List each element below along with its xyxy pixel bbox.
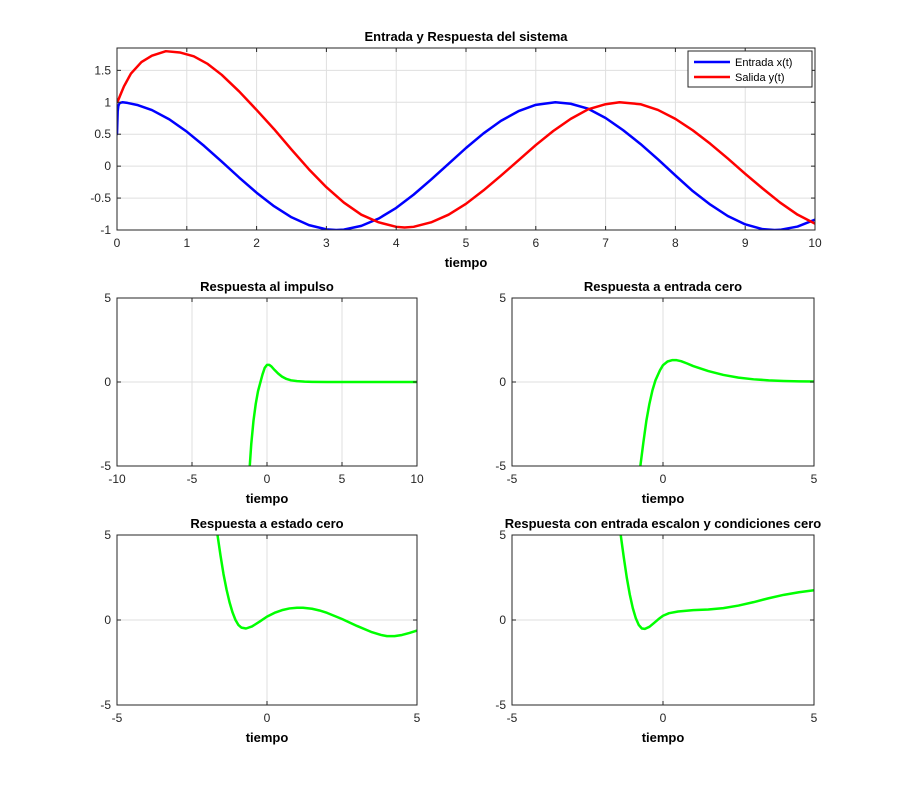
- x-tick-label: 0: [660, 472, 667, 486]
- x-tick-label: -5: [507, 472, 518, 486]
- plot-title: Entrada y Respuesta del sistema: [364, 29, 568, 44]
- x-tick-label: 3: [323, 236, 330, 250]
- y-tick-label: 0: [499, 375, 506, 389]
- x-tick-label: 0: [264, 711, 271, 725]
- y-tick-label: 0: [104, 159, 111, 173]
- y-tick-label: 5: [104, 291, 111, 305]
- y-tick-label: -5: [495, 459, 506, 473]
- y-tick-label: 5: [499, 528, 506, 542]
- plot-title: Respuesta al impulso: [200, 279, 334, 294]
- y-tick-label: 5: [499, 291, 506, 305]
- series-line-data: [248, 363, 417, 466]
- y-tick-label: 0.5: [94, 127, 111, 141]
- series-line-entrada-x-t-: [117, 101, 815, 230]
- legend-entry: Salida y(t): [735, 72, 785, 84]
- series-line-data: [639, 358, 814, 466]
- x-tick-label: 10: [410, 472, 424, 486]
- x-axis-label: tiempo: [642, 730, 685, 745]
- x-tick-label: 5: [463, 236, 470, 250]
- series-line-data: [619, 535, 814, 631]
- x-axis-label: tiempo: [246, 491, 289, 506]
- x-tick-label: 4: [393, 236, 400, 250]
- plot-2: -5 0 5 -5 0 5 Respuesta a entrada cero tiempo: [495, 279, 817, 506]
- y-tick-label: 5: [104, 528, 111, 542]
- x-tick-label: 7: [602, 236, 609, 250]
- legend: Entrada x(t) Salida y(t): [687, 50, 813, 88]
- y-tick-label: -1: [100, 223, 111, 237]
- legend-box: [687, 50, 813, 88]
- plot-title: Respuesta a estado cero: [190, 516, 343, 531]
- x-tick-label: 2: [253, 236, 260, 250]
- series-line-salida-y-t-: [117, 49, 815, 229]
- plot-title: Respuesta a entrada cero: [584, 279, 742, 294]
- x-tick-label: 0: [264, 472, 271, 486]
- x-axis-label: tiempo: [445, 255, 488, 270]
- x-tick-label: 8: [672, 236, 679, 250]
- plot-0: 0 1 2 3 4 5 6 7 8 9 10 -1 -0.5 0 0.5 1 1.5 Entrada y Resp…: [90, 29, 822, 270]
- x-tick-label: -10: [108, 472, 126, 486]
- x-tick-label: 1: [183, 236, 190, 250]
- plot-title: Respuesta con entrada escalon y condicio…: [505, 516, 822, 531]
- y-tick-label: 0: [104, 613, 111, 627]
- x-tick-label: 6: [532, 236, 539, 250]
- x-tick-label: 5: [811, 711, 818, 725]
- x-axis-label: tiempo: [246, 730, 289, 745]
- y-tick-label: -0.5: [90, 191, 111, 205]
- x-tick-label: 5: [811, 472, 818, 486]
- plot-3: -5 0 5 -5 0 5 Respuesta a estado cero tiempo: [100, 516, 420, 745]
- series-line-data: [216, 535, 417, 638]
- x-tick-label: 5: [339, 472, 346, 486]
- y-tick-label: -5: [495, 698, 506, 712]
- x-tick-label: 9: [742, 236, 749, 250]
- x-tick-label: 5: [414, 711, 421, 725]
- y-tick-label: 0: [499, 613, 506, 627]
- x-tick-label: -5: [187, 472, 198, 486]
- x-tick-label: 0: [114, 236, 121, 250]
- y-tick-label: 1.5: [94, 63, 111, 77]
- x-tick-label: -5: [112, 711, 123, 725]
- x-tick-label: 10: [808, 236, 822, 250]
- x-tick-label: 0: [660, 711, 667, 725]
- y-tick-label: 1: [104, 95, 111, 109]
- y-tick-label: 0: [104, 375, 111, 389]
- x-axis-label: tiempo: [642, 491, 685, 506]
- y-tick-label: -5: [100, 459, 111, 473]
- x-tick-label: -5: [507, 711, 518, 725]
- y-tick-label: -5: [100, 698, 111, 712]
- legend-entry: Entrada x(t): [735, 57, 792, 69]
